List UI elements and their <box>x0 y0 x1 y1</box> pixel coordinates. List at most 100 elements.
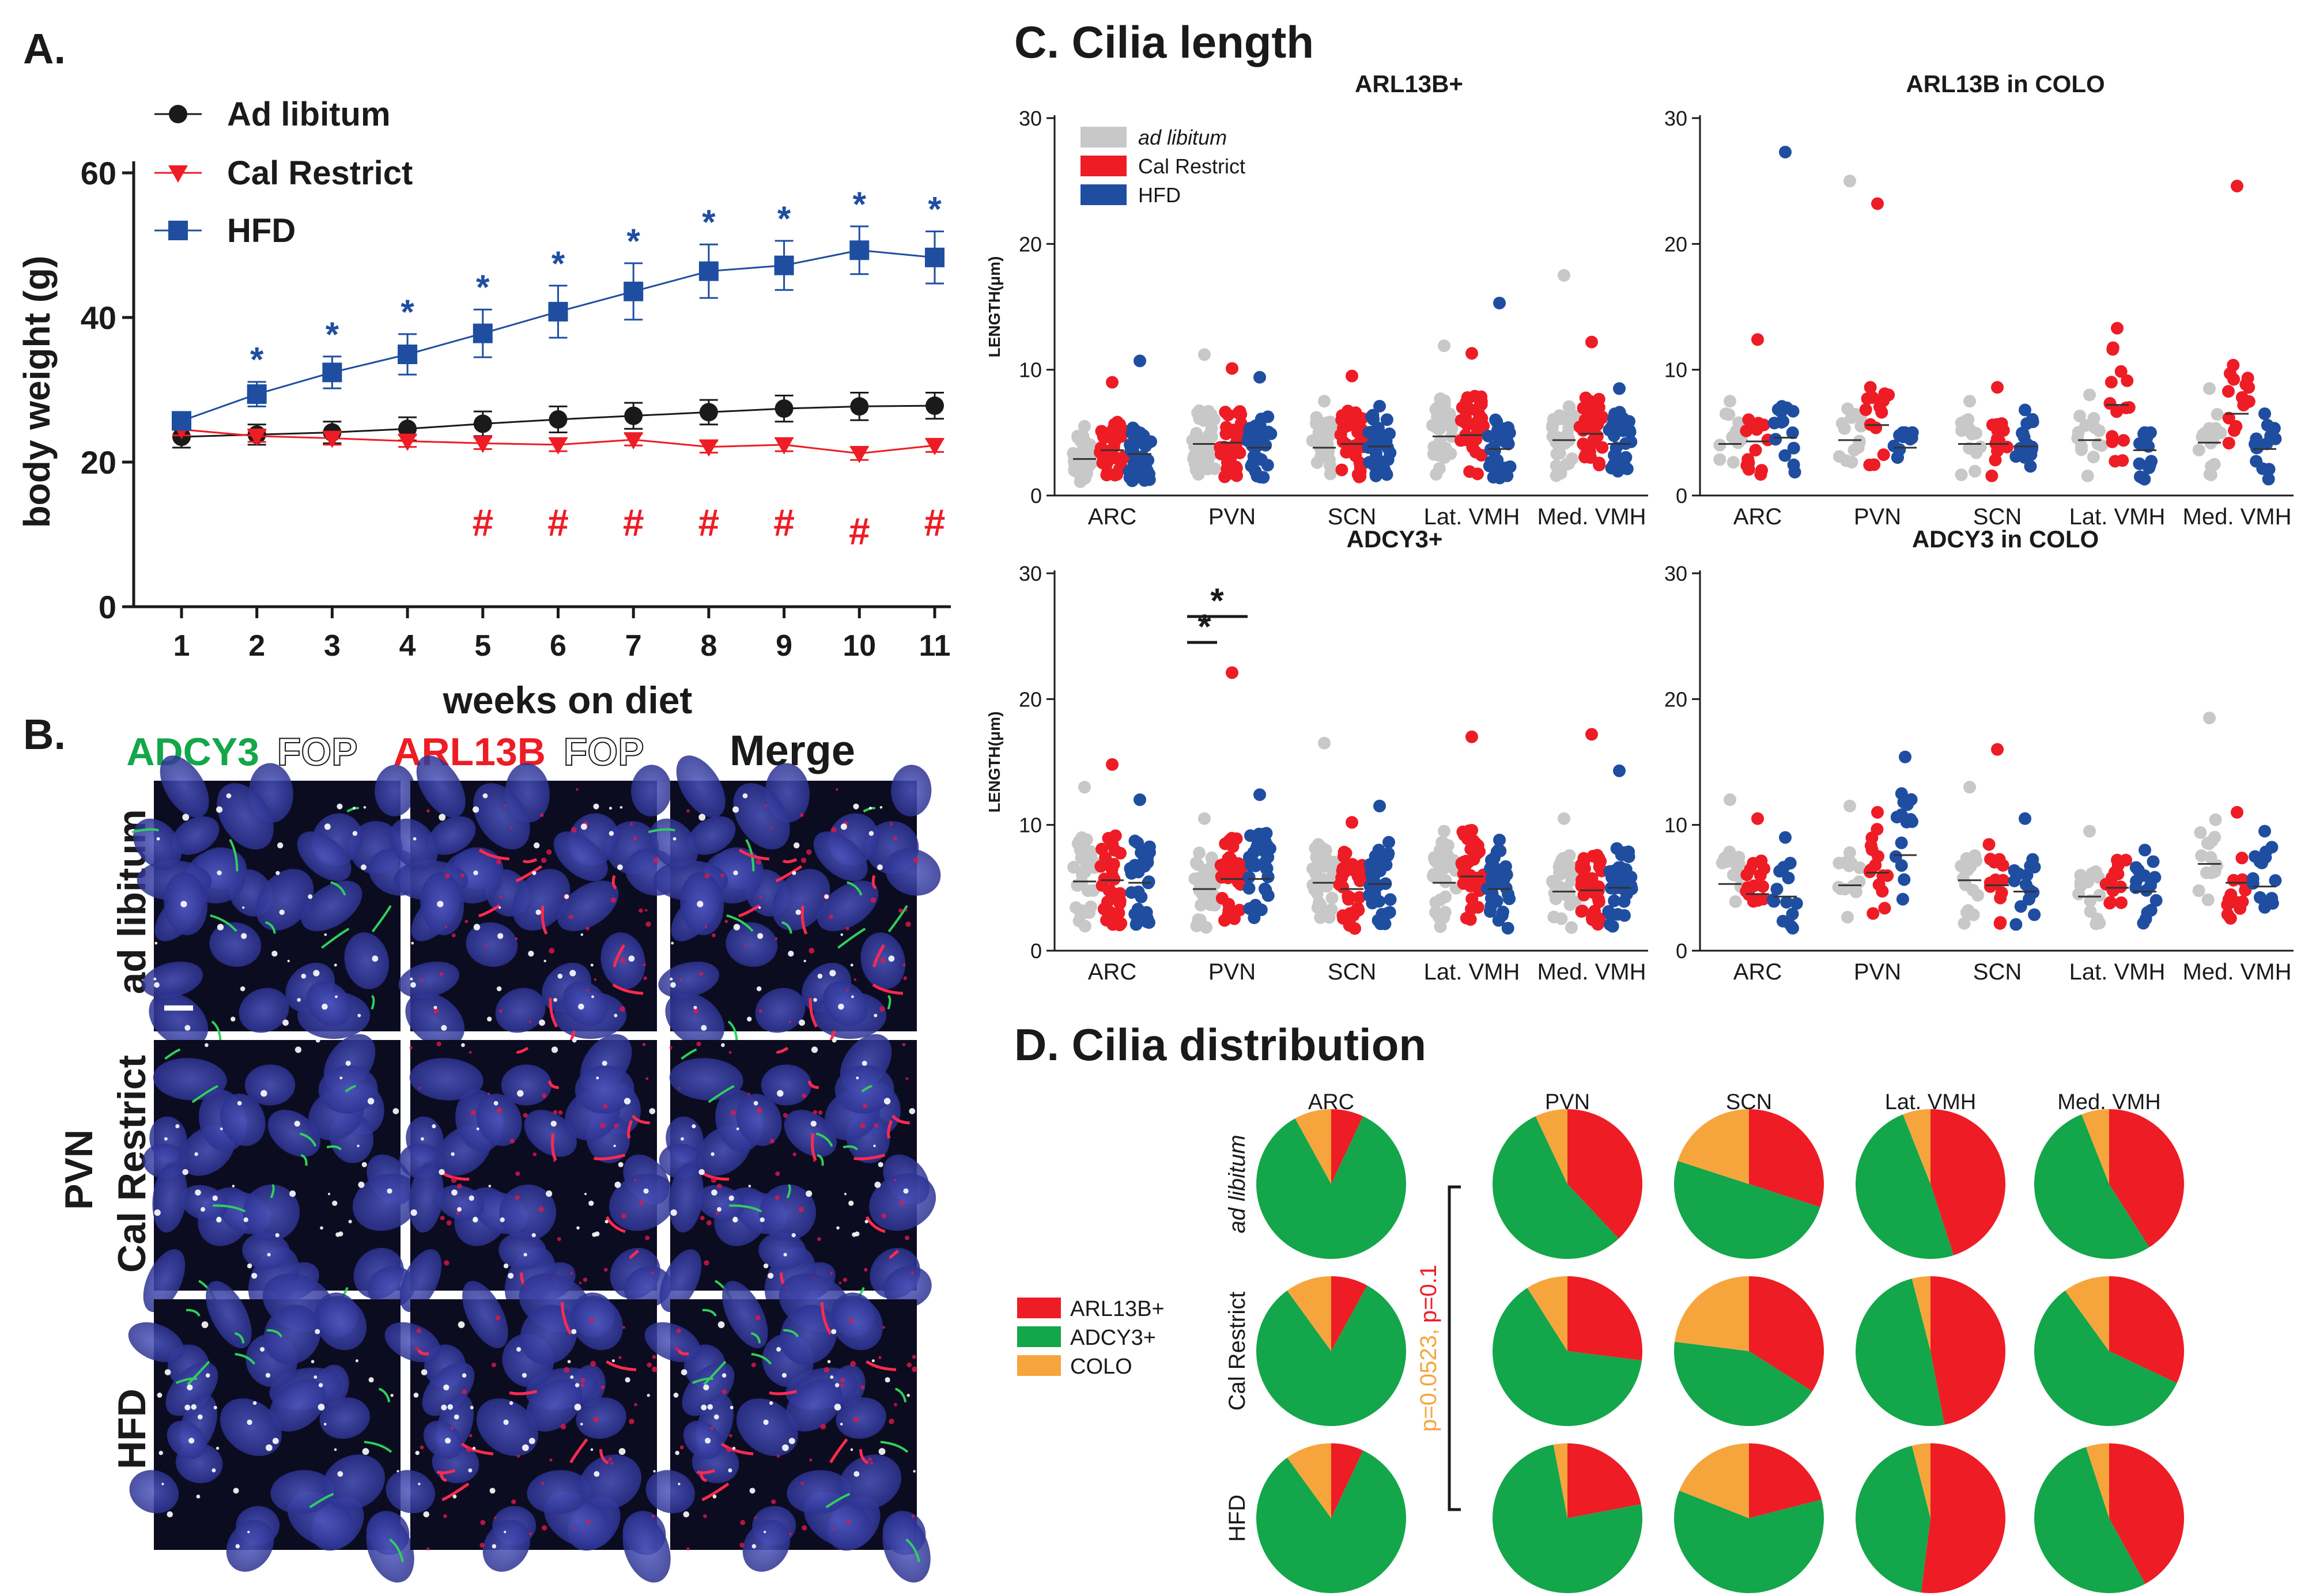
nucleus <box>384 1322 441 1363</box>
adcy3-cilium <box>786 1183 791 1198</box>
significance-hash: # <box>547 501 569 544</box>
fop-dot <box>211 1468 216 1473</box>
nucleus <box>152 1163 187 1233</box>
data-point <box>2090 917 2103 931</box>
data-point <box>2109 455 2122 468</box>
red-speck <box>788 1532 792 1536</box>
data-point <box>1726 868 1740 882</box>
red-speck <box>874 1123 879 1128</box>
data-point <box>1433 422 1446 436</box>
data-point-max <box>1253 370 1266 384</box>
data-point <box>1231 444 1244 457</box>
pie-cal-restrict-scn <box>1674 1276 1824 1427</box>
fop-dot <box>175 1124 180 1129</box>
dot-cluster <box>1740 812 1771 908</box>
pie-slice-adcy3 <box>1856 1279 1945 1426</box>
nucleus <box>153 1058 227 1100</box>
data-point-max <box>1585 728 1598 741</box>
red-speck <box>614 1123 619 1128</box>
red-speck <box>845 926 849 931</box>
red-speck <box>721 1389 727 1394</box>
y-tick-label: 30 <box>1019 562 1042 585</box>
fop-dot <box>411 941 414 945</box>
red-speck <box>629 1419 634 1424</box>
fop-dot <box>196 1494 201 1499</box>
nucleus <box>512 869 571 931</box>
data-point-max <box>2139 844 2151 857</box>
red-speck <box>882 1326 885 1329</box>
data-point <box>2141 906 2154 919</box>
pie-slice-arl13b <box>1331 1276 1367 1351</box>
data-point <box>1380 413 1393 426</box>
fop-dot <box>649 1108 656 1114</box>
fop-dot <box>757 933 764 939</box>
red-speck <box>706 1220 712 1226</box>
data-point-max <box>1253 788 1266 801</box>
adcy3-cilium <box>861 1085 873 1093</box>
fop-dot <box>611 1359 615 1363</box>
data-point-max <box>1613 764 1626 777</box>
data-point <box>2093 888 2106 902</box>
data-point <box>1249 419 1262 433</box>
arl13b-cilium <box>599 1448 609 1465</box>
red-speck <box>553 1159 556 1162</box>
legend-label: ADCY3+ <box>1070 1326 1156 1350</box>
data-point <box>2087 411 2100 425</box>
dot-cluster <box>1186 348 1221 481</box>
fop-dot <box>352 807 356 810</box>
arl13b-cilium <box>738 904 761 918</box>
data-point <box>2242 381 2256 394</box>
fop-dot <box>470 1405 474 1409</box>
fop-dot <box>361 864 367 871</box>
data-point <box>1747 857 1760 870</box>
data-point <box>1901 798 1914 811</box>
red-speck <box>557 1237 561 1241</box>
fop-dot <box>721 1043 725 1047</box>
nucleus <box>242 1232 290 1270</box>
red-speck <box>678 1087 681 1090</box>
fop-dot <box>609 807 613 810</box>
data-point <box>1833 857 1846 870</box>
data-point <box>1713 438 1726 452</box>
adcy3-cilium <box>234 1332 245 1344</box>
fop-dot <box>180 901 187 907</box>
nucleus <box>466 922 518 967</box>
significance-star: * <box>777 199 791 238</box>
red-speck <box>800 1481 804 1485</box>
legend-marker <box>169 105 187 123</box>
data-point <box>2261 419 2274 432</box>
fop-dot <box>703 1384 709 1391</box>
data-point-max <box>1438 825 1450 838</box>
data-point <box>1115 430 1128 443</box>
adcy3-cilium <box>299 1132 317 1147</box>
fop-dot <box>913 1470 916 1473</box>
red-speck <box>560 1424 566 1429</box>
data-point <box>1365 410 1378 423</box>
red-speck <box>580 1383 584 1387</box>
y-tick-label: 10 <box>1664 358 1687 382</box>
pie-row-label: HFD <box>1225 1495 1250 1542</box>
legend-marker <box>168 165 188 183</box>
arl13b-cilium <box>738 848 770 861</box>
x-tick-label: Med. VMH <box>1537 504 1646 530</box>
red-speck <box>440 1216 445 1220</box>
data-point <box>1877 394 1890 407</box>
red-speck <box>905 1077 909 1080</box>
fop-dot <box>783 1253 787 1257</box>
data-point <box>2205 834 2219 848</box>
red-speck <box>651 1515 655 1518</box>
dot-cluster <box>1067 781 1101 933</box>
fop-dot <box>909 1108 916 1114</box>
nucleus <box>366 1514 414 1583</box>
micrograph-r2-c2 <box>399 1034 677 1313</box>
fop-dot <box>275 871 280 875</box>
fop-dot <box>497 933 504 939</box>
fop-dot <box>184 1404 191 1410</box>
legend-swatch <box>1017 1326 1061 1347</box>
significance-star: * <box>476 268 490 307</box>
data-point <box>1081 884 1094 897</box>
red-speck <box>759 895 762 899</box>
fop-dot <box>493 1100 498 1106</box>
data-point <box>1233 903 1246 917</box>
y-tick-label: 10 <box>1019 814 1042 837</box>
